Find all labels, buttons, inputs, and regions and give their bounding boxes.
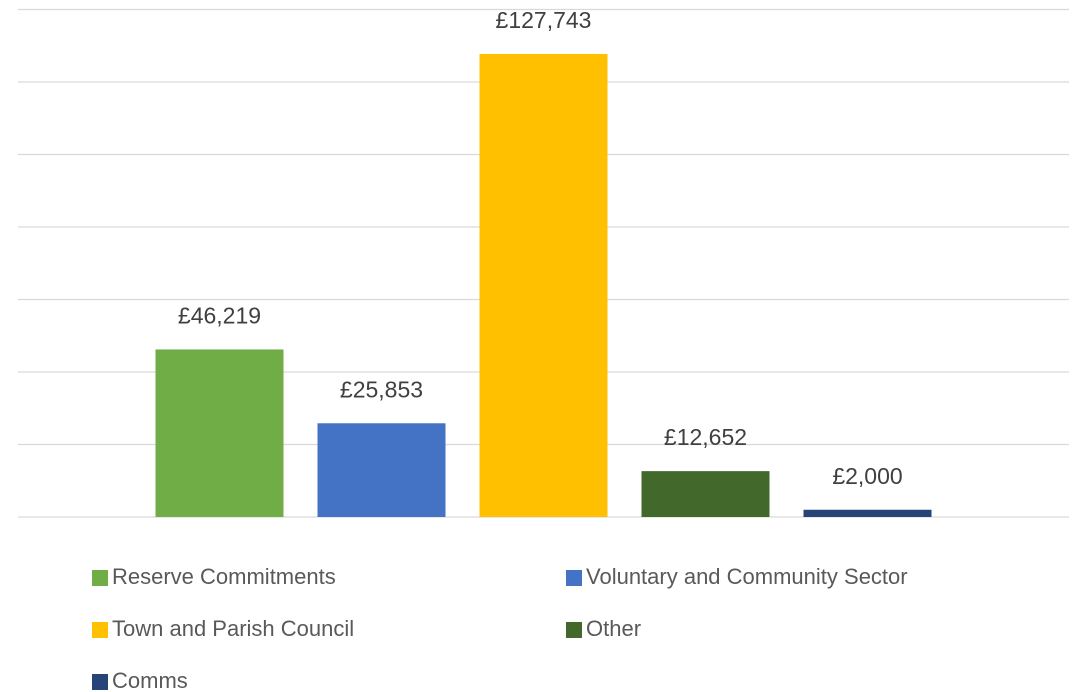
data-label: £46,219 — [178, 303, 261, 329]
data-label: £127,743 — [496, 7, 592, 33]
legend-label: Town and Parish Council — [112, 616, 354, 641]
legend-label: Comms — [112, 668, 188, 692]
legend-swatch — [92, 674, 108, 690]
bar — [155, 349, 284, 517]
legend-swatch — [92, 570, 108, 586]
legend-label: Reserve Commitments — [112, 564, 336, 589]
data-label: £12,652 — [664, 424, 747, 450]
bar — [803, 509, 932, 517]
bar — [317, 423, 446, 517]
data-label: £25,853 — [340, 376, 423, 402]
legend-swatch — [92, 622, 108, 638]
legend-swatch — [566, 570, 582, 586]
legend-swatch — [566, 622, 582, 638]
bar — [641, 471, 770, 517]
bar — [479, 53, 608, 517]
legend-label: Voluntary and Community Sector — [586, 564, 908, 589]
legend-label: Other — [586, 616, 641, 641]
data-label: £2,000 — [832, 463, 902, 489]
